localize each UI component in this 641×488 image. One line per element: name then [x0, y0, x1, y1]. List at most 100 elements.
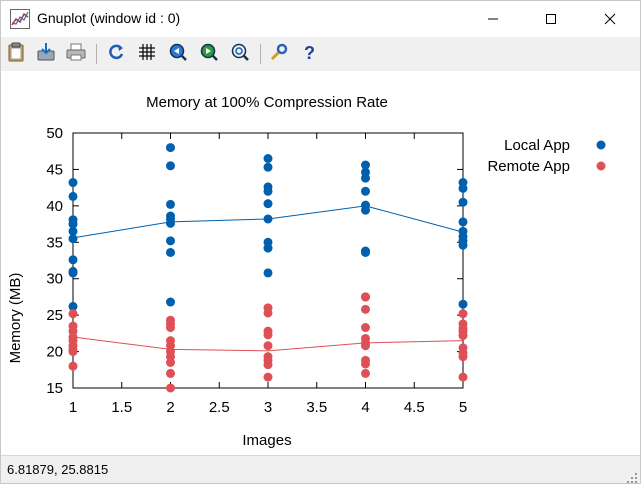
local-app-point	[68, 219, 78, 229]
local-app-point	[166, 143, 175, 153]
remote-app-point	[361, 341, 370, 351]
window-title: Gnuplot (window id : 0)	[37, 10, 181, 26]
autoscale-button[interactable]	[229, 43, 251, 65]
help-icon: ?	[300, 42, 320, 66]
remote-app-point	[166, 368, 175, 378]
local-app-point	[166, 247, 175, 257]
toolbar: ?	[1, 37, 640, 71]
local-app-point	[458, 197, 468, 207]
remote-app-point	[361, 304, 370, 314]
remote-app-point	[68, 347, 78, 357]
x-axis-label: Images	[242, 432, 291, 449]
autoscale-icon	[230, 42, 250, 66]
remote-app-point	[263, 330, 273, 340]
local-app-point	[361, 186, 370, 196]
remote-app-point	[458, 352, 468, 362]
y-tick-label: 35	[46, 234, 63, 251]
x-tick-label: 5	[459, 399, 467, 416]
close-button[interactable]	[587, 1, 633, 37]
svg-text:?: ?	[304, 43, 315, 62]
clipboard-icon	[6, 42, 26, 66]
local-app-point	[263, 162, 273, 172]
local-app-point	[458, 240, 468, 250]
x-tick-label: 2.5	[209, 399, 230, 416]
remote-app-point	[68, 309, 78, 319]
legend-marker-remote-app	[596, 161, 606, 171]
options-button[interactable]	[268, 43, 290, 65]
local-app-point	[68, 191, 78, 201]
local-app-point	[458, 299, 468, 309]
remote-app-point	[166, 383, 175, 393]
maximize-icon	[545, 10, 557, 29]
local-app-point	[361, 247, 370, 257]
help-button[interactable]: ?	[299, 43, 321, 65]
local-app-point	[263, 154, 273, 163]
remote-app-point	[361, 323, 370, 333]
local-app-point	[68, 234, 78, 244]
remote-app-mean-line	[72, 336, 464, 352]
legend-marker-local-app	[596, 140, 606, 150]
remote-app-point	[361, 359, 370, 369]
local-app-point	[68, 301, 78, 311]
local-app-point	[68, 178, 78, 188]
legend-label-local-app: Local App	[504, 137, 570, 154]
print-icon	[66, 42, 86, 66]
local-app-point	[68, 268, 78, 278]
remote-app-point	[263, 341, 273, 351]
resize-grip-icon[interactable]	[626, 469, 638, 483]
minimize-icon	[487, 10, 499, 29]
cursor-coordinates: 6.81879, 25.8815	[7, 462, 109, 477]
y-tick-label: 40	[46, 198, 63, 215]
remote-app-point	[263, 372, 273, 382]
local-app-point	[68, 226, 78, 236]
local-app-point	[166, 161, 175, 171]
save-button[interactable]	[35, 43, 57, 65]
remote-app-point	[263, 360, 273, 370]
title-bar[interactable]: Gnuplot (window id : 0)	[1, 1, 640, 37]
toolbar-separator	[260, 44, 261, 64]
options-icon	[269, 42, 289, 66]
local-app-point	[166, 218, 175, 228]
x-tick-label: 1	[69, 399, 77, 416]
copy-clipboard-button[interactable]	[5, 42, 27, 66]
local-app-point	[361, 173, 370, 183]
local-app-point	[458, 183, 468, 193]
remote-app-point	[361, 368, 370, 378]
local-app-point	[263, 243, 273, 253]
toggle-grid-button[interactable]	[136, 43, 158, 65]
maximize-button[interactable]	[528, 1, 574, 37]
local-app-point	[263, 186, 273, 196]
local-app-point	[166, 297, 175, 307]
grid-icon	[137, 42, 157, 66]
legend-label-remote-app: Remote App	[487, 158, 570, 175]
memory-chart[interactable]: Memory at 100% Compression Rate Images M…	[1, 71, 640, 455]
remote-app-point	[458, 331, 468, 341]
zoom-previous-button[interactable]	[167, 43, 189, 65]
status-bar: 6.81879, 25.8815	[1, 455, 640, 483]
toolbar-separator	[96, 44, 97, 64]
local-app-point	[166, 236, 175, 246]
remote-app-point	[166, 323, 175, 333]
save-icon	[36, 42, 56, 66]
remote-app-point	[361, 292, 370, 302]
x-tick-label: 1.5	[111, 399, 132, 416]
plot-area[interactable]: Memory at 100% Compression Rate Images M…	[1, 71, 640, 455]
x-tick-label: 2	[166, 399, 174, 416]
y-tick-label: 50	[46, 125, 63, 142]
close-icon	[604, 10, 616, 29]
y-tick-label: 30	[46, 271, 63, 288]
local-app-point	[361, 205, 370, 215]
axis-ticks: 1 1.5 2 2.5 3 3.5 4 4.5 5 15 20 25 30 35 40 45 50	[46, 125, 467, 416]
print-button[interactable]	[65, 43, 87, 65]
local-app-point	[263, 214, 273, 224]
x-tick-label: 3.5	[306, 399, 327, 416]
minimize-button[interactable]	[470, 1, 516, 37]
y-tick-label: 20	[46, 344, 63, 361]
zoom-next-button[interactable]	[198, 43, 220, 65]
zoom-next-icon	[199, 42, 219, 66]
remote-app-point	[263, 308, 273, 318]
local-app-point	[166, 199, 175, 209]
replot-button[interactable]	[105, 43, 127, 65]
remote-app-point	[458, 309, 468, 319]
